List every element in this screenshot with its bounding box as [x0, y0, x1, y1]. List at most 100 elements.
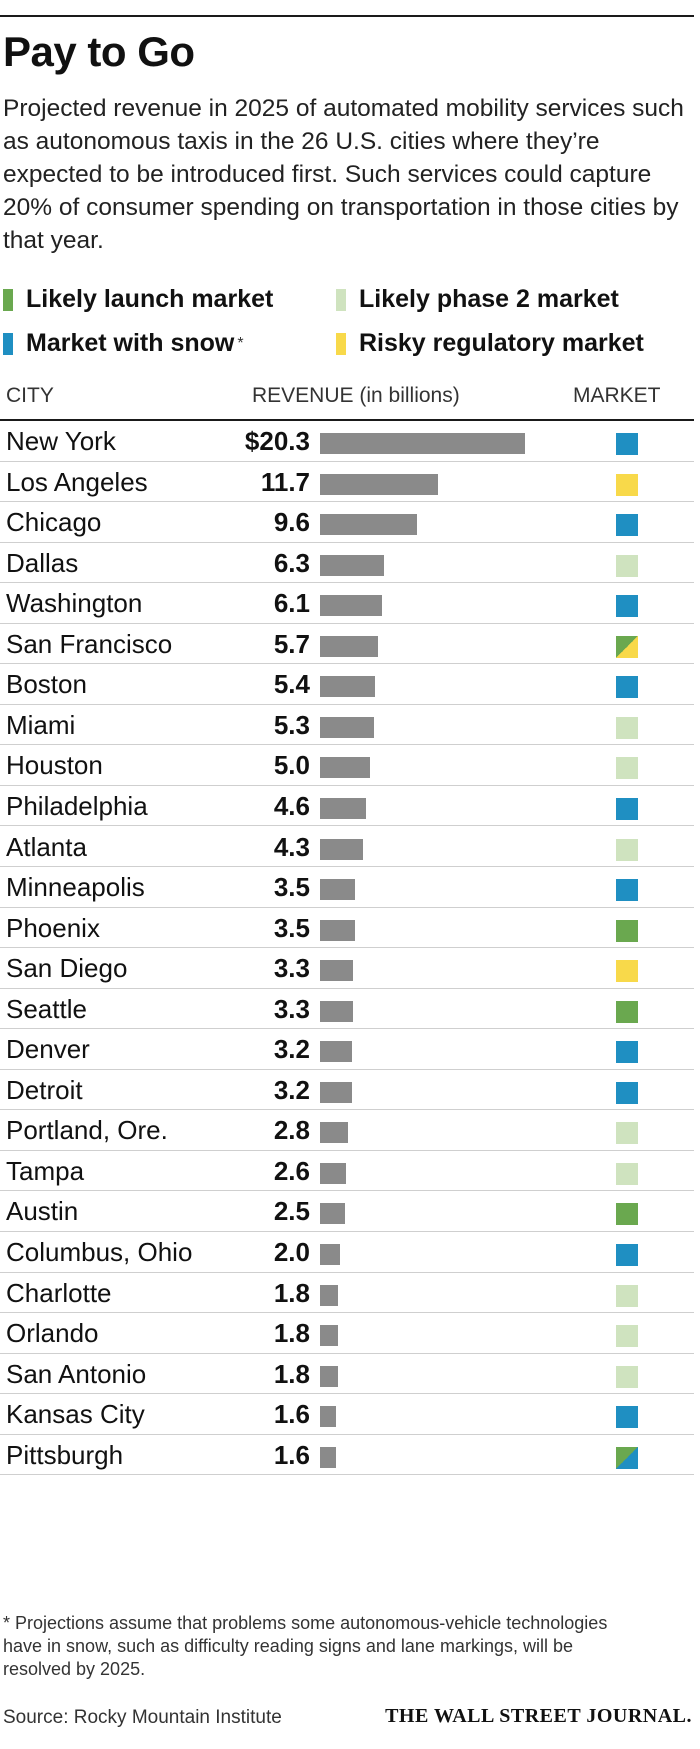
market-swatch: [616, 1041, 638, 1064]
revenue-bar: [320, 1122, 349, 1144]
table-row: Boston 5.4: [0, 664, 694, 705]
revenue-bar: [320, 635, 378, 657]
market-swatch: [616, 554, 638, 577]
legend-item-snow: Market with snow *: [3, 329, 244, 358]
table-row: Phoenix 3.5: [0, 908, 694, 949]
table-row: Denver 3.2: [0, 1029, 694, 1070]
value-label: 5.7: [273, 628, 310, 659]
city-label: Miami: [6, 709, 76, 740]
row-divider: [0, 784, 694, 786]
city-label: Austin: [6, 1196, 79, 1227]
table-row: San Francisco 5.7: [0, 624, 694, 665]
legend-item-launch: Likely launch market: [3, 285, 273, 314]
revenue-bar: [320, 595, 382, 617]
value-label: 3.5: [273, 872, 310, 903]
value-label: 1.8: [273, 1358, 310, 1389]
source-note: Source: Rocky Mountain Institute: [3, 1707, 282, 1728]
city-label: Tampa: [6, 1155, 85, 1186]
row-divider: [0, 541, 694, 543]
revenue-bar: [320, 1081, 353, 1103]
row-divider: [0, 825, 694, 827]
row-divider: [0, 947, 694, 949]
chart-subtitle: Projected revenue in 2025 of automated m…: [3, 95, 684, 254]
city-label: Orlando: [6, 1318, 99, 1349]
table-row: Dallas 6.3: [0, 543, 694, 584]
row-divider: [0, 1230, 694, 1232]
legend-swatch-launch: [3, 288, 13, 311]
value-label: 3.5: [273, 912, 310, 943]
market-swatch: [616, 797, 638, 820]
revenue-bar: [320, 1406, 337, 1428]
city-label: Washington: [6, 588, 143, 619]
row-divider: [0, 1474, 694, 1476]
revenue-bar: [320, 797, 367, 819]
legend-label-phase2: Likely phase 2 market: [359, 285, 619, 313]
row-divider: [0, 582, 694, 584]
city-label: Los Angeles: [6, 466, 148, 497]
table-header: CITY REVENUE (in billions) MARKET: [0, 384, 694, 420]
revenue-bar: [320, 879, 356, 901]
row-divider: [0, 663, 694, 665]
table-row: Chicago 9.6: [0, 502, 694, 543]
top-rule: [0, 15, 694, 17]
table-row: Orlando 1.8: [0, 1313, 694, 1354]
row-divider: [0, 622, 694, 624]
row-divider: [0, 866, 694, 868]
revenue-bar: [320, 1365, 339, 1387]
row-divider: [0, 1271, 694, 1273]
market-swatch: [616, 960, 638, 983]
city-label: New York: [6, 426, 116, 456]
city-label: San Antonio: [6, 1358, 147, 1389]
row-divider: [0, 703, 694, 705]
table-row: Detroit 3.2: [0, 1070, 694, 1111]
value-label: 6.1: [273, 588, 310, 619]
market-swatch: [616, 1000, 638, 1023]
revenue-bar: [320, 838, 364, 860]
row-divider: [0, 460, 694, 462]
market-swatch: [616, 1406, 638, 1429]
city-label: Columbus, Ohio: [6, 1237, 193, 1267]
market-swatch: [616, 1162, 638, 1185]
value-label: 2.8: [273, 1115, 310, 1146]
table-row: Houston 5.0: [0, 745, 694, 786]
table-row: San Diego 3.3: [0, 948, 694, 989]
legend-swatch-risky: [336, 332, 346, 355]
row-divider: [0, 744, 694, 746]
city-label: Portland, Ore.: [6, 1115, 168, 1146]
header-revenue: REVENUE (in billions): [252, 384, 460, 407]
city-label: Charlotte: [6, 1277, 112, 1308]
market-swatch: [616, 1203, 638, 1226]
legend-footnote-marker: *: [237, 334, 244, 352]
table-row: Seattle 3.3: [0, 989, 694, 1030]
city-label: Boston: [6, 669, 87, 700]
legend-label-launch: Likely launch market: [26, 285, 274, 313]
city-label: Phoenix: [6, 912, 100, 943]
city-label: Pittsburgh: [6, 1439, 124, 1470]
market-swatch: [616, 514, 638, 537]
market-swatch: [616, 879, 638, 902]
revenue-bar: [320, 1244, 341, 1265]
table-row: San Antonio 1.8: [0, 1354, 694, 1395]
city-label: Kansas City: [6, 1399, 145, 1430]
row-divider: [0, 1393, 694, 1395]
revenue-bar: [320, 960, 354, 982]
market-swatch: [616, 716, 638, 739]
revenue-bar: [320, 919, 356, 941]
table-row: Philadelphia 4.6: [0, 786, 694, 827]
legend-label-snow: Market with snow: [26, 329, 235, 357]
table-row: Portland, Ore. 2.8: [0, 1110, 694, 1151]
value-label: 2.0: [273, 1237, 310, 1267]
market-swatch: [616, 1365, 638, 1388]
table-row: Minneapolis 3.5: [0, 867, 694, 908]
row-divider: [0, 501, 694, 503]
city-label: Houston: [6, 750, 103, 781]
publisher-logo: THE WALL STREET JOURNAL.: [385, 1705, 692, 1727]
row-divider: [0, 987, 694, 989]
market-swatch: [616, 433, 638, 455]
market-swatch: [616, 1081, 638, 1104]
legend-swatch-snow: [3, 332, 13, 355]
value-label: 9.6: [273, 507, 310, 538]
market-swatch: [616, 595, 638, 618]
value-label: 4.3: [273, 831, 310, 862]
city-label: Seattle: [6, 993, 87, 1024]
